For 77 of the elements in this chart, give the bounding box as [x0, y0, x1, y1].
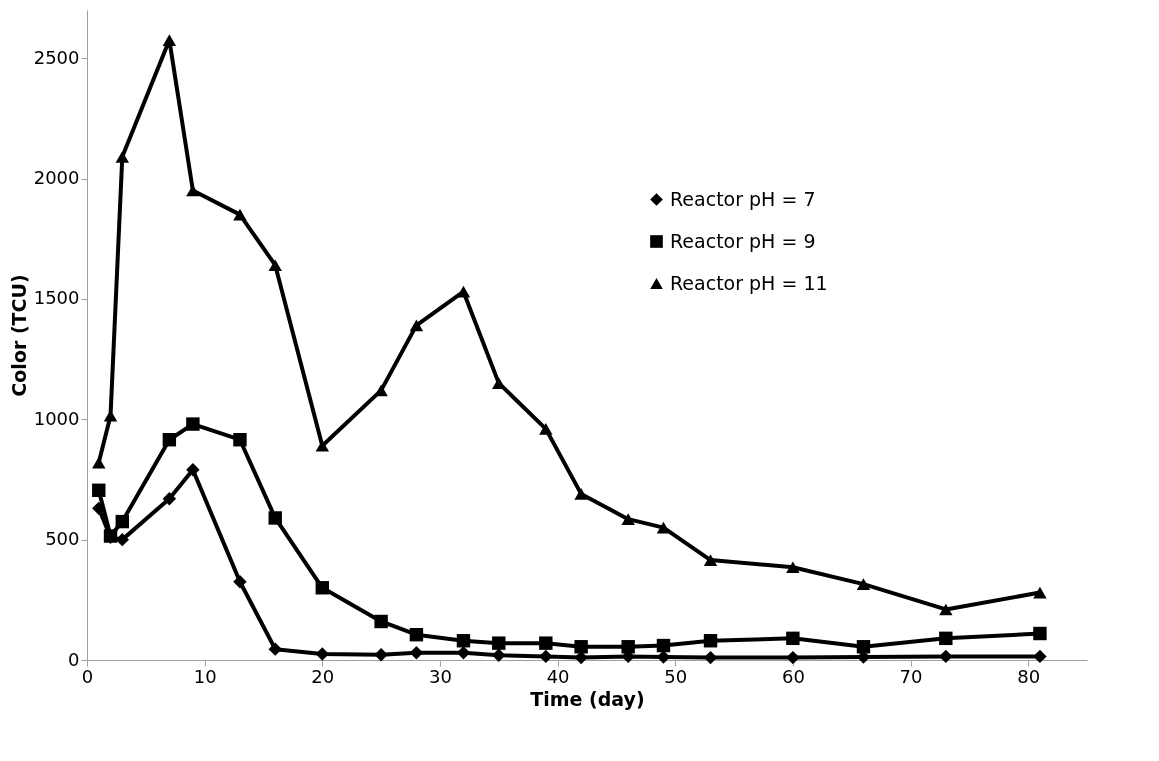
- point: [492, 636, 506, 650]
- point: [268, 511, 282, 525]
- point: [703, 554, 718, 566]
- point: [939, 603, 953, 616]
- point: [115, 532, 129, 547]
- point: [409, 319, 424, 332]
- point: [186, 463, 200, 477]
- point: [574, 640, 588, 654]
- point: [786, 650, 800, 665]
- point: [186, 417, 200, 431]
- x-tick-label: 70: [899, 665, 923, 687]
- point: [539, 423, 553, 435]
- point: [115, 151, 129, 163]
- point: [268, 642, 282, 656]
- point: [656, 521, 671, 534]
- point: [268, 259, 282, 271]
- x-tick-label: 40: [546, 665, 570, 687]
- point: [162, 34, 177, 46]
- x-tick-label: 20: [311, 665, 335, 687]
- x-tick-label: 50: [664, 665, 688, 687]
- point: [162, 492, 177, 506]
- y-tick-label: 2500: [33, 46, 80, 68]
- point: [315, 439, 329, 452]
- x-tick-label: 10: [193, 665, 217, 687]
- point: [233, 575, 247, 589]
- y-tick-label: 2000: [33, 167, 80, 189]
- y-tick-label: 1000: [33, 407, 80, 429]
- point: [456, 646, 471, 660]
- x-tick-label: 30: [428, 665, 452, 687]
- point: [939, 631, 953, 646]
- point: [1033, 586, 1047, 599]
- point: [92, 501, 106, 516]
- point: [539, 636, 553, 650]
- point: [456, 634, 471, 648]
- point: [374, 614, 388, 629]
- point: [162, 433, 177, 447]
- point: [939, 649, 953, 664]
- point: [456, 285, 471, 298]
- point: [856, 578, 871, 590]
- point: [703, 634, 718, 648]
- y-tick-label: 0: [68, 648, 80, 670]
- legend-label: Reactor pH = 7: [670, 187, 816, 210]
- point: [621, 513, 635, 525]
- point: [1033, 649, 1047, 664]
- point: [409, 646, 424, 660]
- point: [539, 649, 553, 664]
- point: [703, 650, 718, 665]
- point: [186, 184, 200, 197]
- x-tick-label: 0: [81, 665, 94, 687]
- point: [233, 433, 247, 447]
- point: [92, 483, 106, 497]
- point: [492, 648, 506, 662]
- point: [492, 377, 506, 389]
- legend-label: Reactor pH = 9: [670, 229, 816, 252]
- point: [574, 488, 588, 500]
- y-tick-label: 1500: [33, 287, 80, 309]
- point: [621, 640, 635, 654]
- x-tick-label: 60: [781, 665, 805, 687]
- point: [115, 514, 129, 529]
- legend-label: Reactor pH = 11: [670, 271, 828, 294]
- point: [315, 647, 329, 661]
- point: [409, 628, 424, 642]
- point: [656, 638, 671, 653]
- point: [856, 640, 871, 654]
- point: [374, 384, 388, 397]
- point: [786, 631, 800, 646]
- point: [786, 561, 800, 574]
- point: [1033, 626, 1047, 641]
- point: [374, 648, 388, 662]
- point: [233, 208, 247, 221]
- x-axis-title: Time (day): [530, 687, 645, 710]
- point: [656, 650, 671, 664]
- x-tick-label: 80: [1017, 665, 1041, 687]
- point: [92, 456, 106, 469]
- point: [315, 581, 329, 595]
- y-axis-title: Color (TCU): [7, 274, 30, 397]
- y-tick-label: 500: [45, 528, 80, 550]
